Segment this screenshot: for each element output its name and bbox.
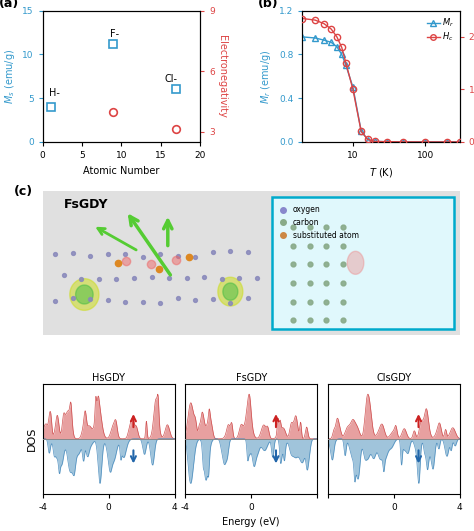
Text: (b): (b) — [258, 0, 279, 10]
Legend: $M_r$, $H_c$: $M_r$, $H_c$ — [425, 15, 456, 45]
X-axis label: $T$ (K): $T$ (K) — [369, 166, 393, 178]
Text: carbon: carbon — [293, 218, 319, 227]
Text: FsGDY: FsGDY — [64, 198, 108, 211]
Title: FsGDY: FsGDY — [236, 373, 267, 383]
Y-axis label: $M_r$ (emu/g): $M_r$ (emu/g) — [259, 49, 273, 104]
Text: oxygen: oxygen — [293, 205, 321, 214]
X-axis label: Atomic Number: Atomic Number — [83, 166, 160, 176]
Text: H-: H- — [49, 89, 60, 98]
Text: F-: F- — [109, 29, 118, 39]
Text: substituted atom: substituted atom — [293, 231, 359, 240]
Polygon shape — [347, 251, 364, 275]
Bar — [272, 196, 454, 329]
Title: HsGDY: HsGDY — [92, 373, 125, 383]
Y-axis label: Electronegativity: Electronegativity — [218, 35, 228, 118]
Y-axis label: $M_s$ (emu/g): $M_s$ (emu/g) — [2, 49, 17, 104]
Polygon shape — [218, 277, 243, 306]
Polygon shape — [76, 285, 93, 304]
Text: (c): (c) — [13, 185, 33, 198]
Text: Cl-: Cl- — [164, 74, 178, 84]
Polygon shape — [223, 283, 238, 300]
X-axis label: Energy (eV): Energy (eV) — [222, 517, 280, 527]
Text: (a): (a) — [0, 0, 19, 10]
Y-axis label: DOS: DOS — [27, 426, 37, 451]
Title: ClsGDY: ClsGDY — [376, 373, 411, 383]
Polygon shape — [70, 279, 99, 310]
